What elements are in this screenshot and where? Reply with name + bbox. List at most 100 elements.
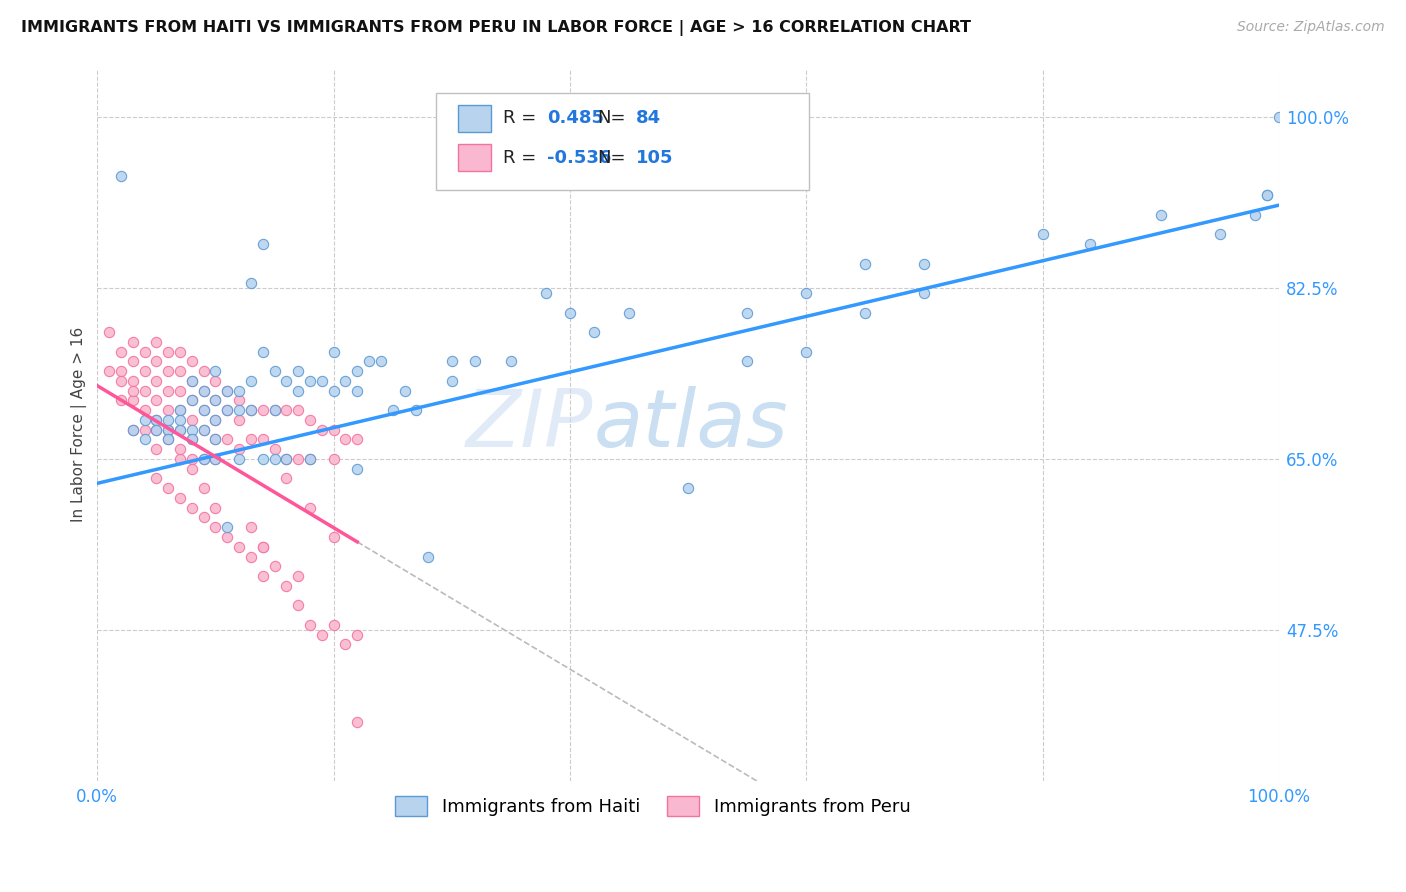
Point	[169, 423, 191, 437]
Point	[440, 374, 463, 388]
Point	[121, 393, 143, 408]
Point	[853, 305, 876, 319]
Point	[536, 285, 558, 300]
Point	[98, 364, 121, 378]
Point	[252, 540, 274, 554]
Bar	[458, 144, 491, 171]
Point	[145, 423, 167, 437]
Legend: Immigrants from Haiti, Immigrants from Peru: Immigrants from Haiti, Immigrants from P…	[385, 787, 920, 825]
Point	[276, 579, 298, 593]
Y-axis label: In Labor Force | Age > 16: In Labor Force | Age > 16	[72, 327, 87, 523]
FancyBboxPatch shape	[436, 94, 808, 190]
Point	[322, 344, 344, 359]
Point	[1150, 208, 1173, 222]
Point	[558, 305, 581, 319]
Point	[381, 403, 404, 417]
Point	[110, 374, 132, 388]
Point	[204, 393, 226, 408]
Point	[228, 442, 250, 457]
Point	[322, 384, 344, 398]
Point	[394, 384, 416, 398]
Point	[217, 530, 239, 544]
Point	[180, 393, 202, 408]
Point	[912, 257, 935, 271]
Point	[193, 403, 215, 417]
Point	[169, 364, 191, 378]
Point	[157, 403, 180, 417]
Point	[228, 403, 250, 417]
Point	[263, 451, 285, 466]
Point	[193, 451, 215, 466]
Text: ZIP: ZIP	[467, 385, 593, 464]
Point	[464, 354, 486, 368]
Point	[204, 433, 226, 447]
Point	[180, 433, 202, 447]
Point	[794, 344, 817, 359]
Point	[134, 403, 156, 417]
Point	[1209, 227, 1232, 242]
Point	[134, 364, 156, 378]
Point	[298, 451, 321, 466]
Point	[217, 433, 239, 447]
Bar	[458, 105, 491, 132]
Point	[193, 384, 215, 398]
Point	[298, 374, 321, 388]
Point	[228, 451, 250, 466]
Point	[204, 433, 226, 447]
Text: R =: R =	[502, 149, 536, 167]
Point	[239, 374, 262, 388]
Point	[440, 354, 463, 368]
Point	[180, 451, 202, 466]
Point	[311, 374, 333, 388]
Point	[157, 423, 180, 437]
Point	[134, 344, 156, 359]
Point	[121, 374, 143, 388]
Point	[287, 451, 309, 466]
Point	[121, 334, 143, 349]
Point	[193, 481, 215, 495]
Point	[145, 413, 167, 427]
Point	[276, 451, 298, 466]
Point	[180, 354, 202, 368]
Point	[276, 451, 298, 466]
Point	[121, 384, 143, 398]
Point	[263, 403, 285, 417]
Point	[418, 549, 440, 564]
Text: R =: R =	[502, 110, 536, 128]
Point	[263, 442, 285, 457]
Point	[263, 403, 285, 417]
Point	[169, 442, 191, 457]
Point	[180, 374, 202, 388]
Point	[346, 627, 368, 641]
Point	[217, 403, 239, 417]
Point	[134, 413, 156, 427]
Point	[180, 393, 202, 408]
Point	[252, 344, 274, 359]
Point	[204, 374, 226, 388]
Point	[322, 617, 344, 632]
Text: 0.485: 0.485	[547, 110, 605, 128]
Point	[204, 413, 226, 427]
Point	[252, 433, 274, 447]
Point	[322, 423, 344, 437]
Point	[157, 433, 180, 447]
Point	[912, 285, 935, 300]
Point	[794, 285, 817, 300]
Point	[204, 413, 226, 427]
Text: Source: ZipAtlas.com: Source: ZipAtlas.com	[1237, 20, 1385, 34]
Point	[110, 344, 132, 359]
Point	[239, 403, 262, 417]
Point	[287, 364, 309, 378]
Point	[263, 364, 285, 378]
Point	[180, 461, 202, 475]
Point	[228, 413, 250, 427]
Point	[157, 344, 180, 359]
Point	[157, 481, 180, 495]
Point	[169, 423, 191, 437]
Point	[298, 617, 321, 632]
Point	[169, 451, 191, 466]
Point	[217, 384, 239, 398]
Point	[204, 364, 226, 378]
Point	[346, 384, 368, 398]
Point	[169, 403, 191, 417]
